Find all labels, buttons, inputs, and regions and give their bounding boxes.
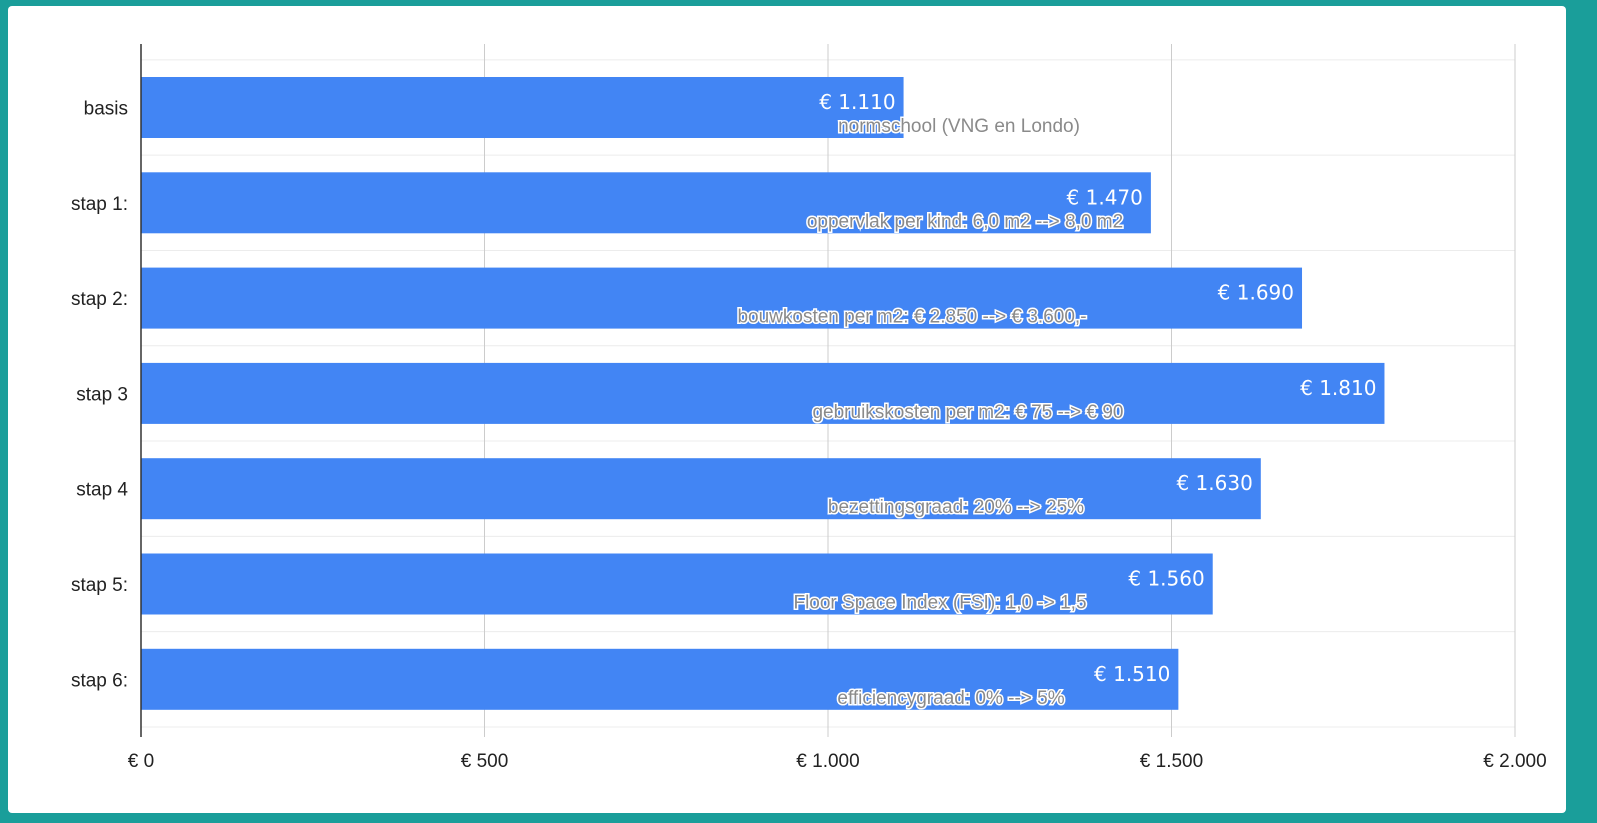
bar <box>141 362 1385 424</box>
x-tick-label: € 1.500 <box>1140 751 1203 772</box>
bar-value-label: € 1.470 <box>1067 185 1143 209</box>
bar-annotation: normschool (VNG en Londo) <box>838 116 1080 137</box>
bar <box>141 172 1151 234</box>
bar-annotation: bezettingsgraad: 20% --> 25% <box>828 497 1084 518</box>
bar-annotation: bouwkosten per m2: € 2.850 --> € 3.600,- <box>737 307 1086 328</box>
bar-value-label: € 1.810 <box>1300 376 1376 400</box>
bar <box>141 648 1179 710</box>
bar <box>141 77 904 138</box>
labels: € 0 € 500 € 1.000 € 1.500 € 2.000 € 1.110norm… <box>71 90 1547 772</box>
bar-value-label: € 1.510 <box>1094 662 1170 686</box>
category-label: stap 2: <box>71 289 128 310</box>
category-label: basis <box>84 99 128 120</box>
bar-value-label: € 1.690 <box>1218 281 1294 305</box>
bar-annotation: gebruikskosten per m2: € 75 --> € 90 <box>812 402 1123 423</box>
bar <box>141 267 1303 329</box>
category-label: stap 3 <box>76 384 128 405</box>
bar-value-label: € 1.110 <box>819 90 895 114</box>
category-label: stap 5: <box>71 575 128 596</box>
x-tick-label: € 1.000 <box>796 751 859 772</box>
x-tick-label: € 2.000 <box>1483 751 1546 772</box>
bar <box>141 553 1213 615</box>
grid-lines <box>141 44 1516 737</box>
bar-value-label: € 1.560 <box>1128 567 1204 591</box>
chart-panel: € 0 € 500 € 1.000 € 1.500 € 2.000 € 1.110 norm… <box>8 6 1566 813</box>
x-tick-label: € 500 <box>461 751 509 772</box>
bar-value-label: € 1.630 <box>1176 471 1252 495</box>
category-label: stap 4 <box>76 480 128 501</box>
bar <box>141 458 1261 520</box>
category-label: stap 1: <box>71 194 128 215</box>
bar-chart: € 0 € 500 € 1.000 € 1.500 € 2.000 € 1.110norm… <box>71 44 1547 772</box>
bar-annotation: oppervlak per kind: 6,0 m2 --> 8,0 m2 <box>807 211 1123 232</box>
x-tick-label: € 0 <box>128 751 154 772</box>
bars <box>141 77 1385 710</box>
bar-annotation: efficiencygraad: 0% --> 5% <box>837 688 1064 709</box>
category-label: stap 6: <box>71 670 128 691</box>
bar-annotation: Floor Space Index (FSI): 1,0 -> 1,5 <box>793 593 1086 614</box>
